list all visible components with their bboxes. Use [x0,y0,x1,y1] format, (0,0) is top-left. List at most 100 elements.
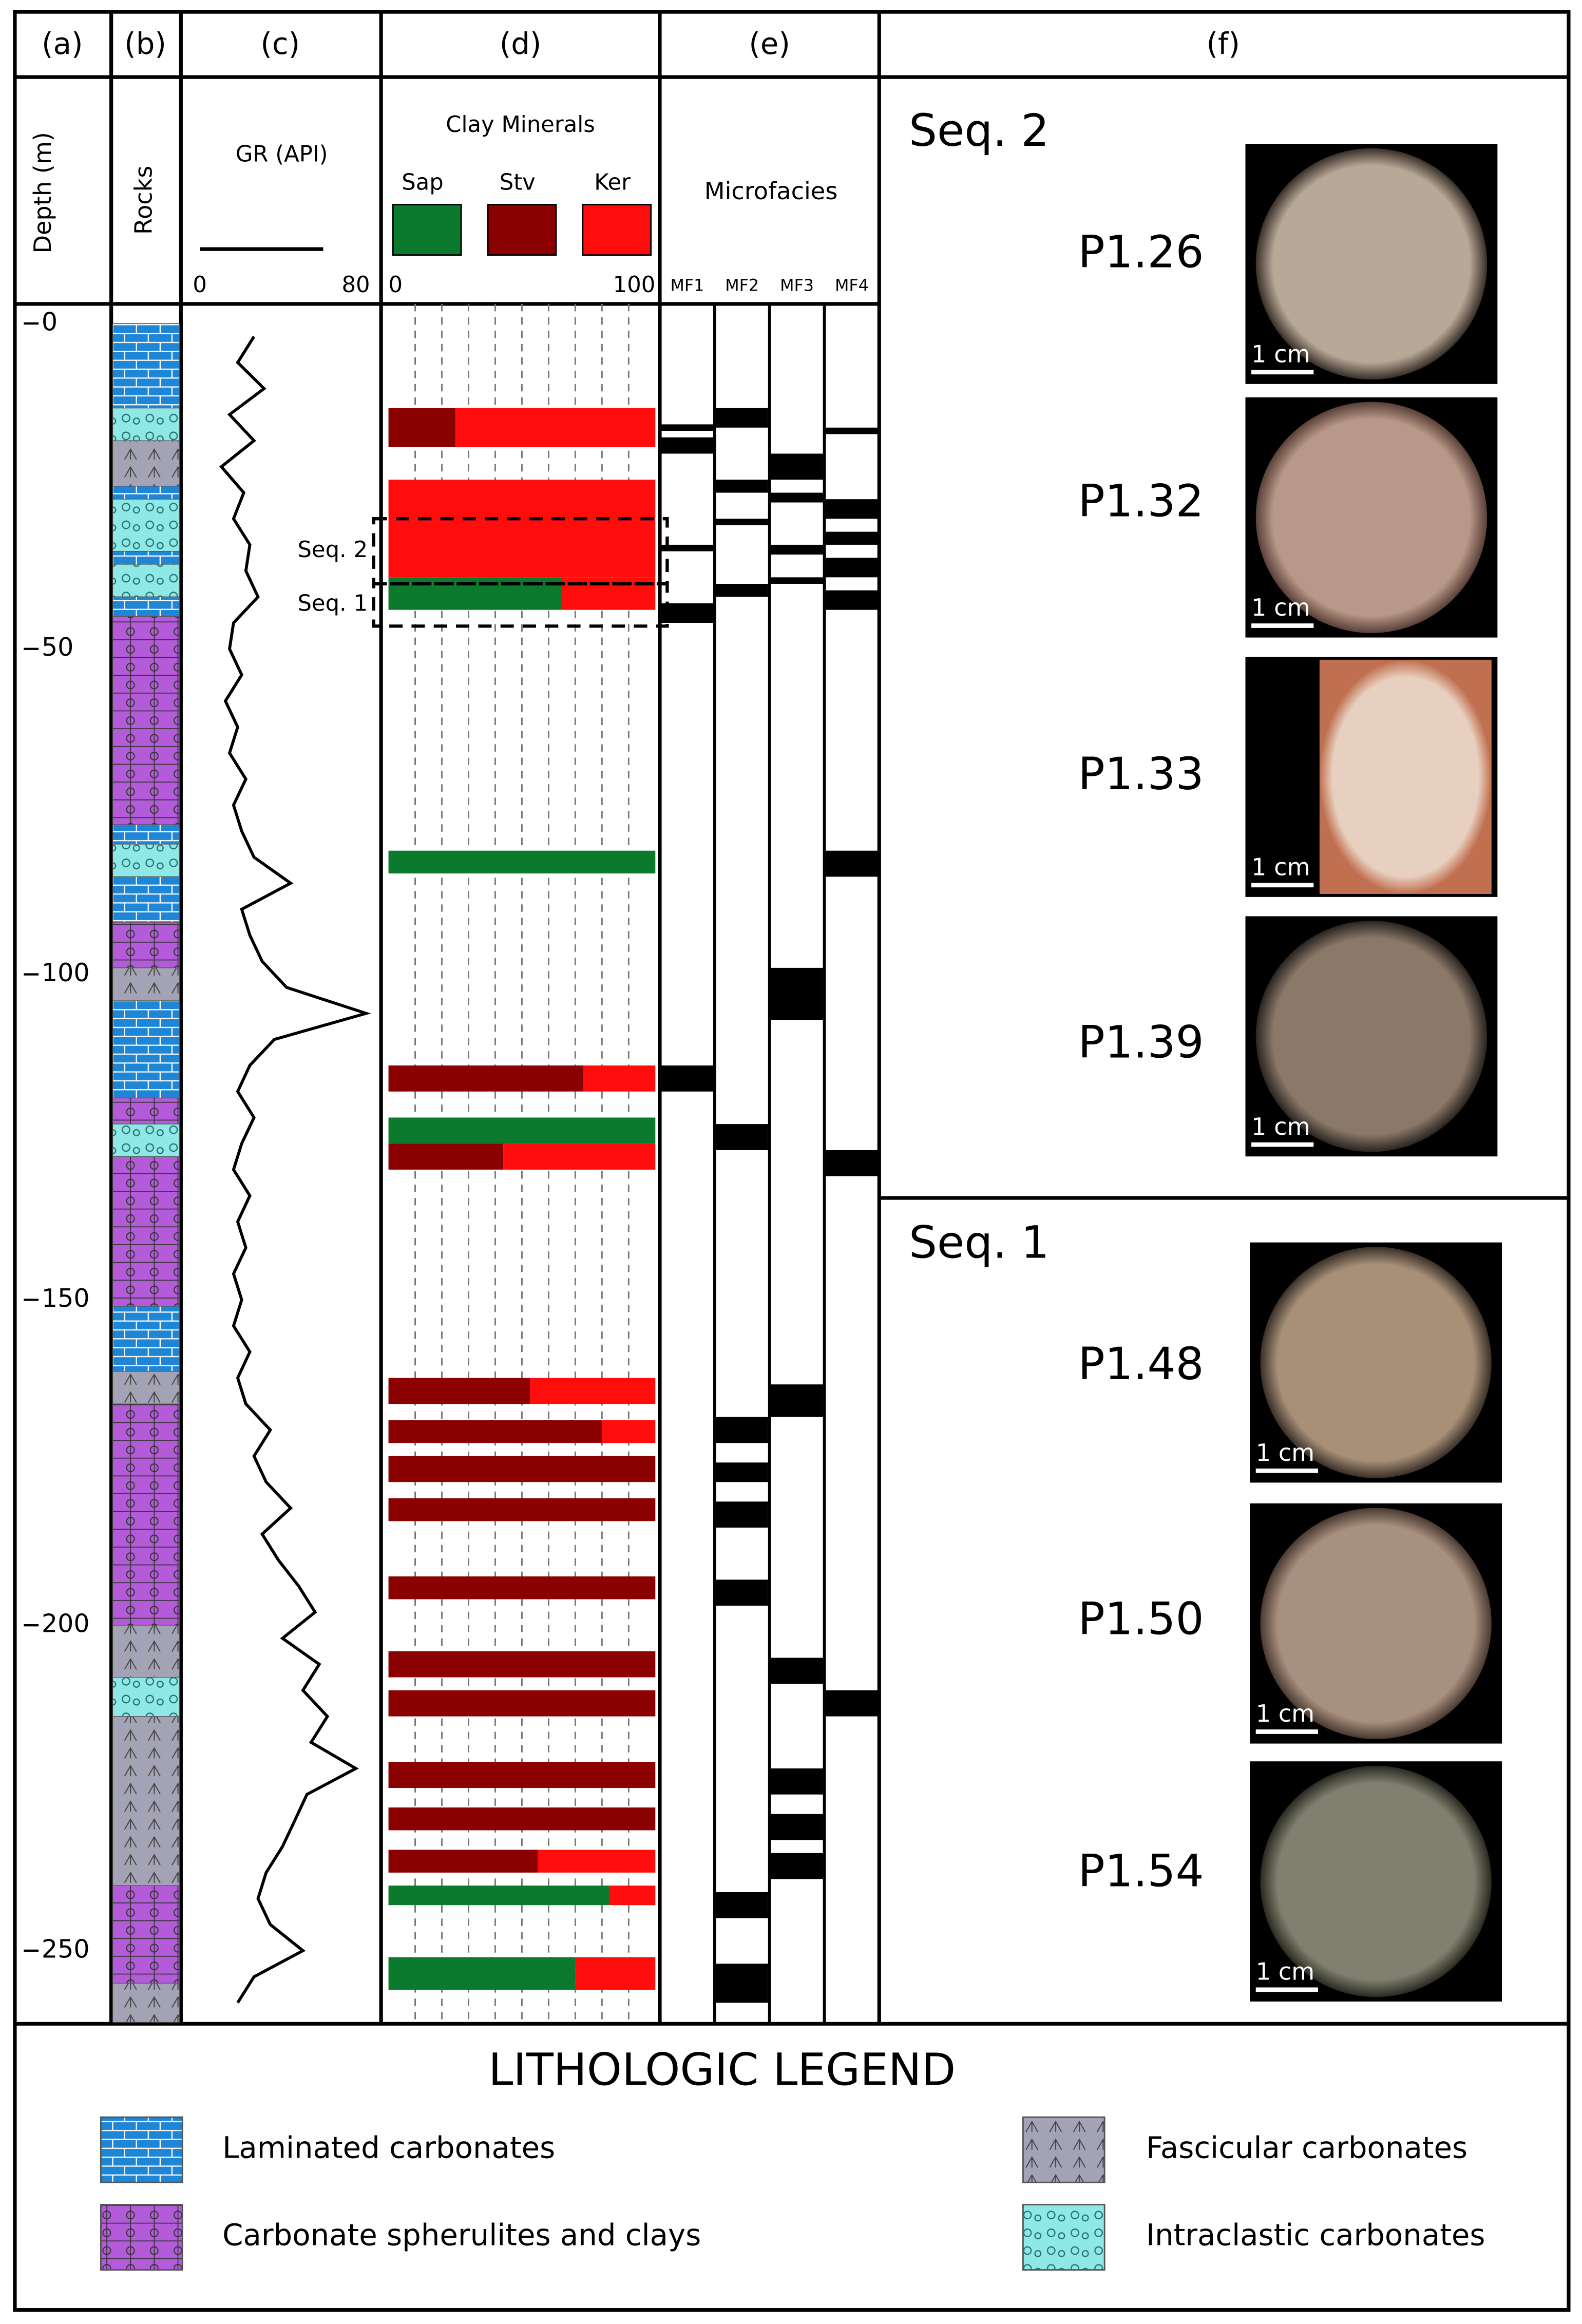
rock-interval [112,323,180,409]
rock-interval [112,596,180,617]
microfacies-interval [826,850,878,877]
sample-label: P1.48 [1078,1339,1204,1390]
microfacies-interval [771,1814,823,1840]
microfacies-interval [826,558,878,578]
microfacies-interval [716,1964,768,2003]
microfacies-interval [716,1892,768,1918]
clay-segment [388,1850,538,1873]
microfacies-label: MF4 [835,276,869,295]
rock-interval [112,1983,180,2023]
rock-interval [112,1371,180,1404]
photo [1255,921,1488,1152]
rock-interval [112,408,180,441]
microfacies-label: MF1 [670,276,704,295]
clay-segment [575,1957,656,1990]
scale-label: 1 cm [1251,853,1310,881]
photo [1260,1508,1492,1739]
clay-segment [602,1420,656,1443]
microfacies-interval [826,1150,878,1176]
microfacies-label: MF3 [780,276,814,295]
scale-label: 1 cm [1256,1958,1314,1986]
sequence-box [372,517,669,586]
gr-tick-label: 0 [193,272,207,298]
microfacies-interval [771,1658,823,1684]
scale-label: 1 cm [1251,1113,1310,1140]
photo-sequence-label: Seq. 1 [909,1217,1049,1268]
clay-legend-swatch [582,204,652,256]
legend-label: Carbonate spherulites and clays [222,2218,701,2253]
microfacies-interval [826,427,878,434]
rock-interval [112,922,180,968]
clay-tick-label: 0 [389,272,403,298]
sample-label: P1.54 [1078,1846,1204,1897]
rocks-title: Rocks [130,166,158,235]
rock-interval [112,499,180,552]
clay-segment [388,850,656,874]
sequence-label: Seq. 1 [297,591,368,617]
sample-label: P1.33 [1078,749,1204,800]
clay-segment [583,1065,656,1092]
clay-segment [388,1957,576,1990]
clay-segment [388,1885,610,1906]
microfacies-interval [771,492,823,503]
clay-segment [388,480,656,578]
depth-tick-label: 150 [42,1283,90,1313]
clay-segment [388,1144,504,1170]
clay-segment [530,1378,656,1404]
clay-legend-label: Stv [500,170,536,196]
legend-title: LITHOLOGIC LEGEND [488,2045,956,2096]
depth-tick-label: 250 [42,1934,90,1964]
depth-tick-label: 100 [42,958,90,987]
microfacies-title: Microfacies [704,177,838,205]
gr-curve [219,335,371,2004]
depth-tick-label: 0 [42,307,58,336]
sample-label: P1.32 [1078,476,1204,527]
rock-interval [112,1097,180,1125]
clay-legend-label: Sap [402,170,444,196]
photo [1255,402,1488,633]
clay-tick-label: 100 [613,272,656,298]
microfacies-interval [716,1417,768,1443]
scale-label: 1 cm [1256,1700,1314,1727]
microfacies-interval [716,1501,768,1528]
microfacies-interval [716,1462,768,1482]
clay-segment [503,1144,656,1170]
microfacies-interval [771,1853,823,1879]
microfacies-interval [771,1384,823,1417]
depth-tick-label: 50 [42,632,73,662]
clay-legend-swatch [392,204,462,256]
scale-label: 1 cm [1251,594,1310,621]
sample-label: P1.26 [1078,227,1204,278]
legend-swatch [100,2204,183,2271]
microfacies-interval [661,603,713,623]
microfacies-interval [661,544,713,551]
clay-segment [455,408,656,447]
rock-interval [112,844,180,877]
microfacies-interval [716,1124,768,1150]
clay-segment [388,1378,530,1404]
clay-segment [388,1420,602,1443]
microfacies-interval [771,544,823,555]
microfacies-interval [771,967,823,1020]
rock-interval [112,440,180,487]
legend-swatch [1022,2116,1106,2183]
rock-interval [112,551,180,565]
legend-swatch [100,2116,183,2183]
rock-interval [112,486,180,500]
microfacies-interval [771,1768,823,1795]
microfacies-interval [826,1690,878,1717]
panel-label: (b) [124,26,166,61]
microfacies-interval [716,519,768,525]
photo [1260,1765,1492,1997]
legend-label: Laminated carbonates [222,2130,555,2165]
microfacies-interval [826,499,878,519]
clay-title: Clay Minerals [446,112,595,138]
sequence-label: Seq. 2 [297,537,368,563]
rock-interval [112,1716,180,1886]
gr-tick-label: 80 [342,272,370,298]
clay-segment [388,1117,656,1144]
rock-interval [112,1885,180,1984]
panel-label: (c) [260,26,300,61]
microfacies-interval [716,408,768,428]
